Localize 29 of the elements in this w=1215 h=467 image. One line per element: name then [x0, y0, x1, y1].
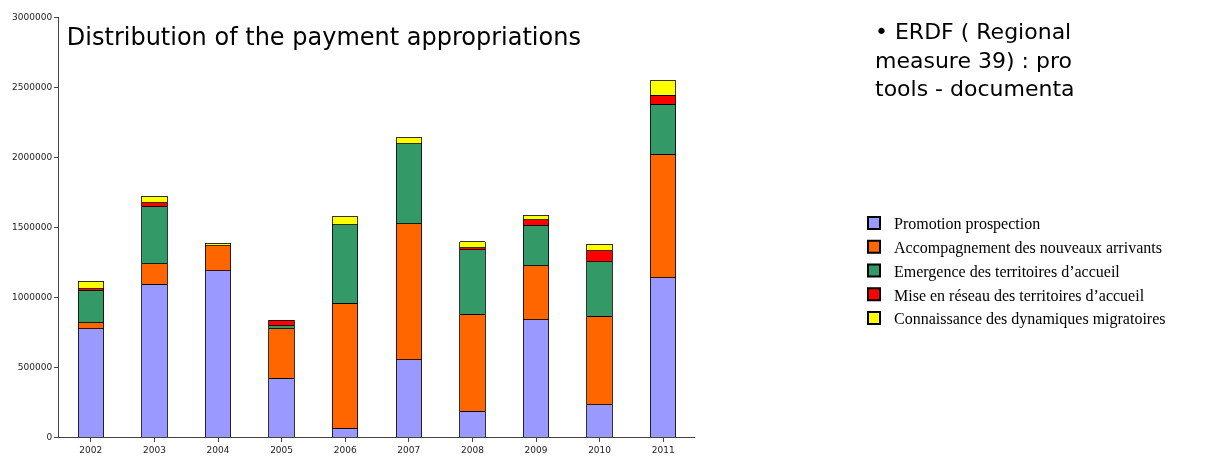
- x-tick-label: 2003: [142, 444, 166, 455]
- x-tick-label: 2004: [206, 444, 230, 455]
- x-tick-label: 2008: [460, 444, 485, 455]
- y-tick-label: 0: [46, 432, 53, 443]
- bar: [268, 319, 295, 327]
- y-tick-label: 1500000: [12, 222, 53, 233]
- y-tick-label: 1000000: [12, 292, 53, 303]
- y-tick-label: 3000000: [12, 12, 53, 23]
- y-tick-label: 2000000: [12, 152, 53, 163]
- x-tick-label: 2002: [79, 444, 103, 455]
- legend-label: Promotion prospection: [894, 215, 1041, 234]
- x-tick-label: 2011: [651, 444, 675, 455]
- text: • ERDF ( Regional measure 39) : pro tools - documenta: [875, 19, 1075, 102]
- x-tick-label: 2009: [524, 444, 548, 455]
- legend-label: Accompagnement des nouveaux arrivants: [894, 238, 1162, 257]
- bar: [141, 196, 168, 204]
- legend-label: Emergence des territoires d’accueil: [894, 262, 1121, 281]
- chart-title: Distribution of the payment appropriations: [66, 22, 581, 51]
- bar: [77, 281, 104, 289]
- bar: [77, 328, 104, 437]
- bar: [459, 241, 486, 249]
- x-tick-label: 2006: [333, 444, 357, 455]
- x-tick-label: 2005: [270, 444, 294, 455]
- legend-label: Mise en réseau des territoires d’accueil: [894, 286, 1145, 304]
- x-tick-label: 2007: [397, 444, 421, 455]
- legend-label: Connaissance des dynamiques migratoires: [894, 310, 1166, 329]
- x-tick-label: 2010: [588, 444, 612, 455]
- y-tick-label: 500000: [17, 362, 53, 373]
- y-tick-label: 2500000: [12, 82, 53, 93]
